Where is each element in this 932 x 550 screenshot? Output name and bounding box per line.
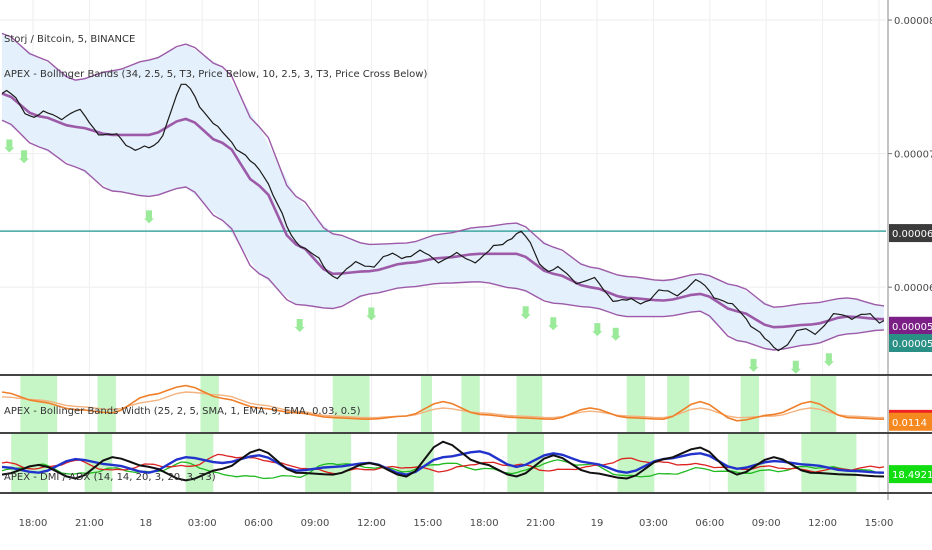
- highlight-band: [667, 376, 690, 432]
- signal-arrow: [294, 318, 305, 332]
- price-value-badge: 0.00005711: [892, 322, 932, 333]
- dmi-value-badge-bg: [889, 465, 932, 484]
- highlight-band: [801, 434, 857, 492]
- highlight-band: [11, 434, 48, 492]
- price-value-badge-bg: [889, 224, 932, 243]
- x-tick-label: 15:00: [865, 518, 894, 529]
- x-tick-label: 06:00: [695, 518, 724, 529]
- highlight-band: [305, 434, 352, 492]
- width-pane[interactable]: [1, 376, 885, 432]
- signal-arrow: [19, 150, 30, 164]
- bb-indicator-legend: APEX - Bollinger Bands (34, 2.5, 5, T3, …: [4, 69, 427, 80]
- signal-arrow: [592, 323, 603, 337]
- y-tick-label: 0.00007000: [894, 150, 932, 161]
- y-tick-label: 0.00006000: [894, 283, 932, 294]
- width-signal-line[interactable]: [1, 391, 885, 419]
- highlight-band: [461, 376, 480, 432]
- adx-smooth-line[interactable]: [1, 440, 885, 482]
- x-tick-label: 18:00: [19, 518, 48, 529]
- upper-band-line[interactable]: [1, 32, 885, 308]
- highlight-band: [332, 376, 370, 432]
- dmi-value-badge: 18.4921: [892, 470, 932, 481]
- signal-arrow: [548, 317, 559, 331]
- x-tick-label: 03:00: [188, 518, 217, 529]
- highlight-band: [740, 376, 760, 432]
- highlight-band: [810, 376, 837, 432]
- grid: [0, 0, 886, 492]
- signal-arrow: [144, 210, 154, 224]
- price-badges: 0.000064050.000057110.000056020.01320.01…: [889, 224, 932, 484]
- x-tick-label: 09:00: [752, 518, 781, 529]
- dmi-indicator-legend: APEX - DMI / ADX (14, 14, 20, 3, 20, 3, …: [4, 472, 216, 483]
- x-tick-label: 03:00: [639, 518, 668, 529]
- x-tick-label: 15:00: [413, 518, 442, 529]
- x-tick-label: 21:00: [75, 518, 104, 529]
- x-tick-label: 06:00: [244, 518, 273, 529]
- basis-line[interactable]: [1, 92, 885, 329]
- bbw-indicator-legend: APEX - Bollinger Bands Width (25, 2, 5, …: [4, 406, 361, 417]
- signal-arrow: [610, 327, 621, 341]
- x-tick-label: 12:00: [357, 518, 386, 529]
- price-value-badge: 0.00006405: [892, 229, 932, 240]
- signal-arrow: [823, 353, 834, 367]
- signal-arrow: [520, 306, 531, 320]
- signal-arrow: [4, 139, 15, 153]
- price-value-badge-bg: [889, 334, 932, 352]
- x-tick-label: 18:00: [470, 518, 499, 529]
- signal-arrow: [790, 360, 801, 374]
- price-line[interactable]: [1, 83, 885, 352]
- symbol-title: Storj / Bitcoin, 5, BINANCE: [4, 34, 135, 45]
- width-value-badge-bg: [889, 412, 932, 431]
- highlight-band: [97, 376, 116, 432]
- price-value-badge: 0.00005602: [892, 339, 932, 350]
- width-line[interactable]: [1, 384, 885, 422]
- signal-arrow: [748, 358, 759, 372]
- x-tick-label: 09:00: [301, 518, 330, 529]
- axes: 18:00 21:00 18 03:00 06:00 09:00 12:00 15:00 18:…: [0, 0, 932, 529]
- x-tick-label: 19: [591, 518, 604, 529]
- x-tick-label: 12:00: [808, 518, 837, 529]
- highlight-band: [516, 376, 543, 432]
- adx-line[interactable]: [1, 450, 885, 476]
- dmi-pane[interactable]: [1, 434, 885, 492]
- highlight-band: [626, 376, 646, 432]
- x-tick-label: 21:00: [526, 518, 555, 529]
- band-fill: [2, 33, 884, 351]
- width-value-badge: 0.0114: [892, 418, 927, 429]
- highlight-band: [420, 376, 432, 432]
- x-tick-label: 18: [139, 518, 152, 529]
- price-pane[interactable]: [0, 32, 886, 374]
- price-value-badge-bg: [889, 316, 932, 335]
- y-tick-label: 0.00008000: [894, 16, 932, 27]
- signal-arrow: [366, 307, 377, 321]
- highlight-band: [200, 376, 219, 432]
- lower-band-line[interactable]: [1, 119, 885, 351]
